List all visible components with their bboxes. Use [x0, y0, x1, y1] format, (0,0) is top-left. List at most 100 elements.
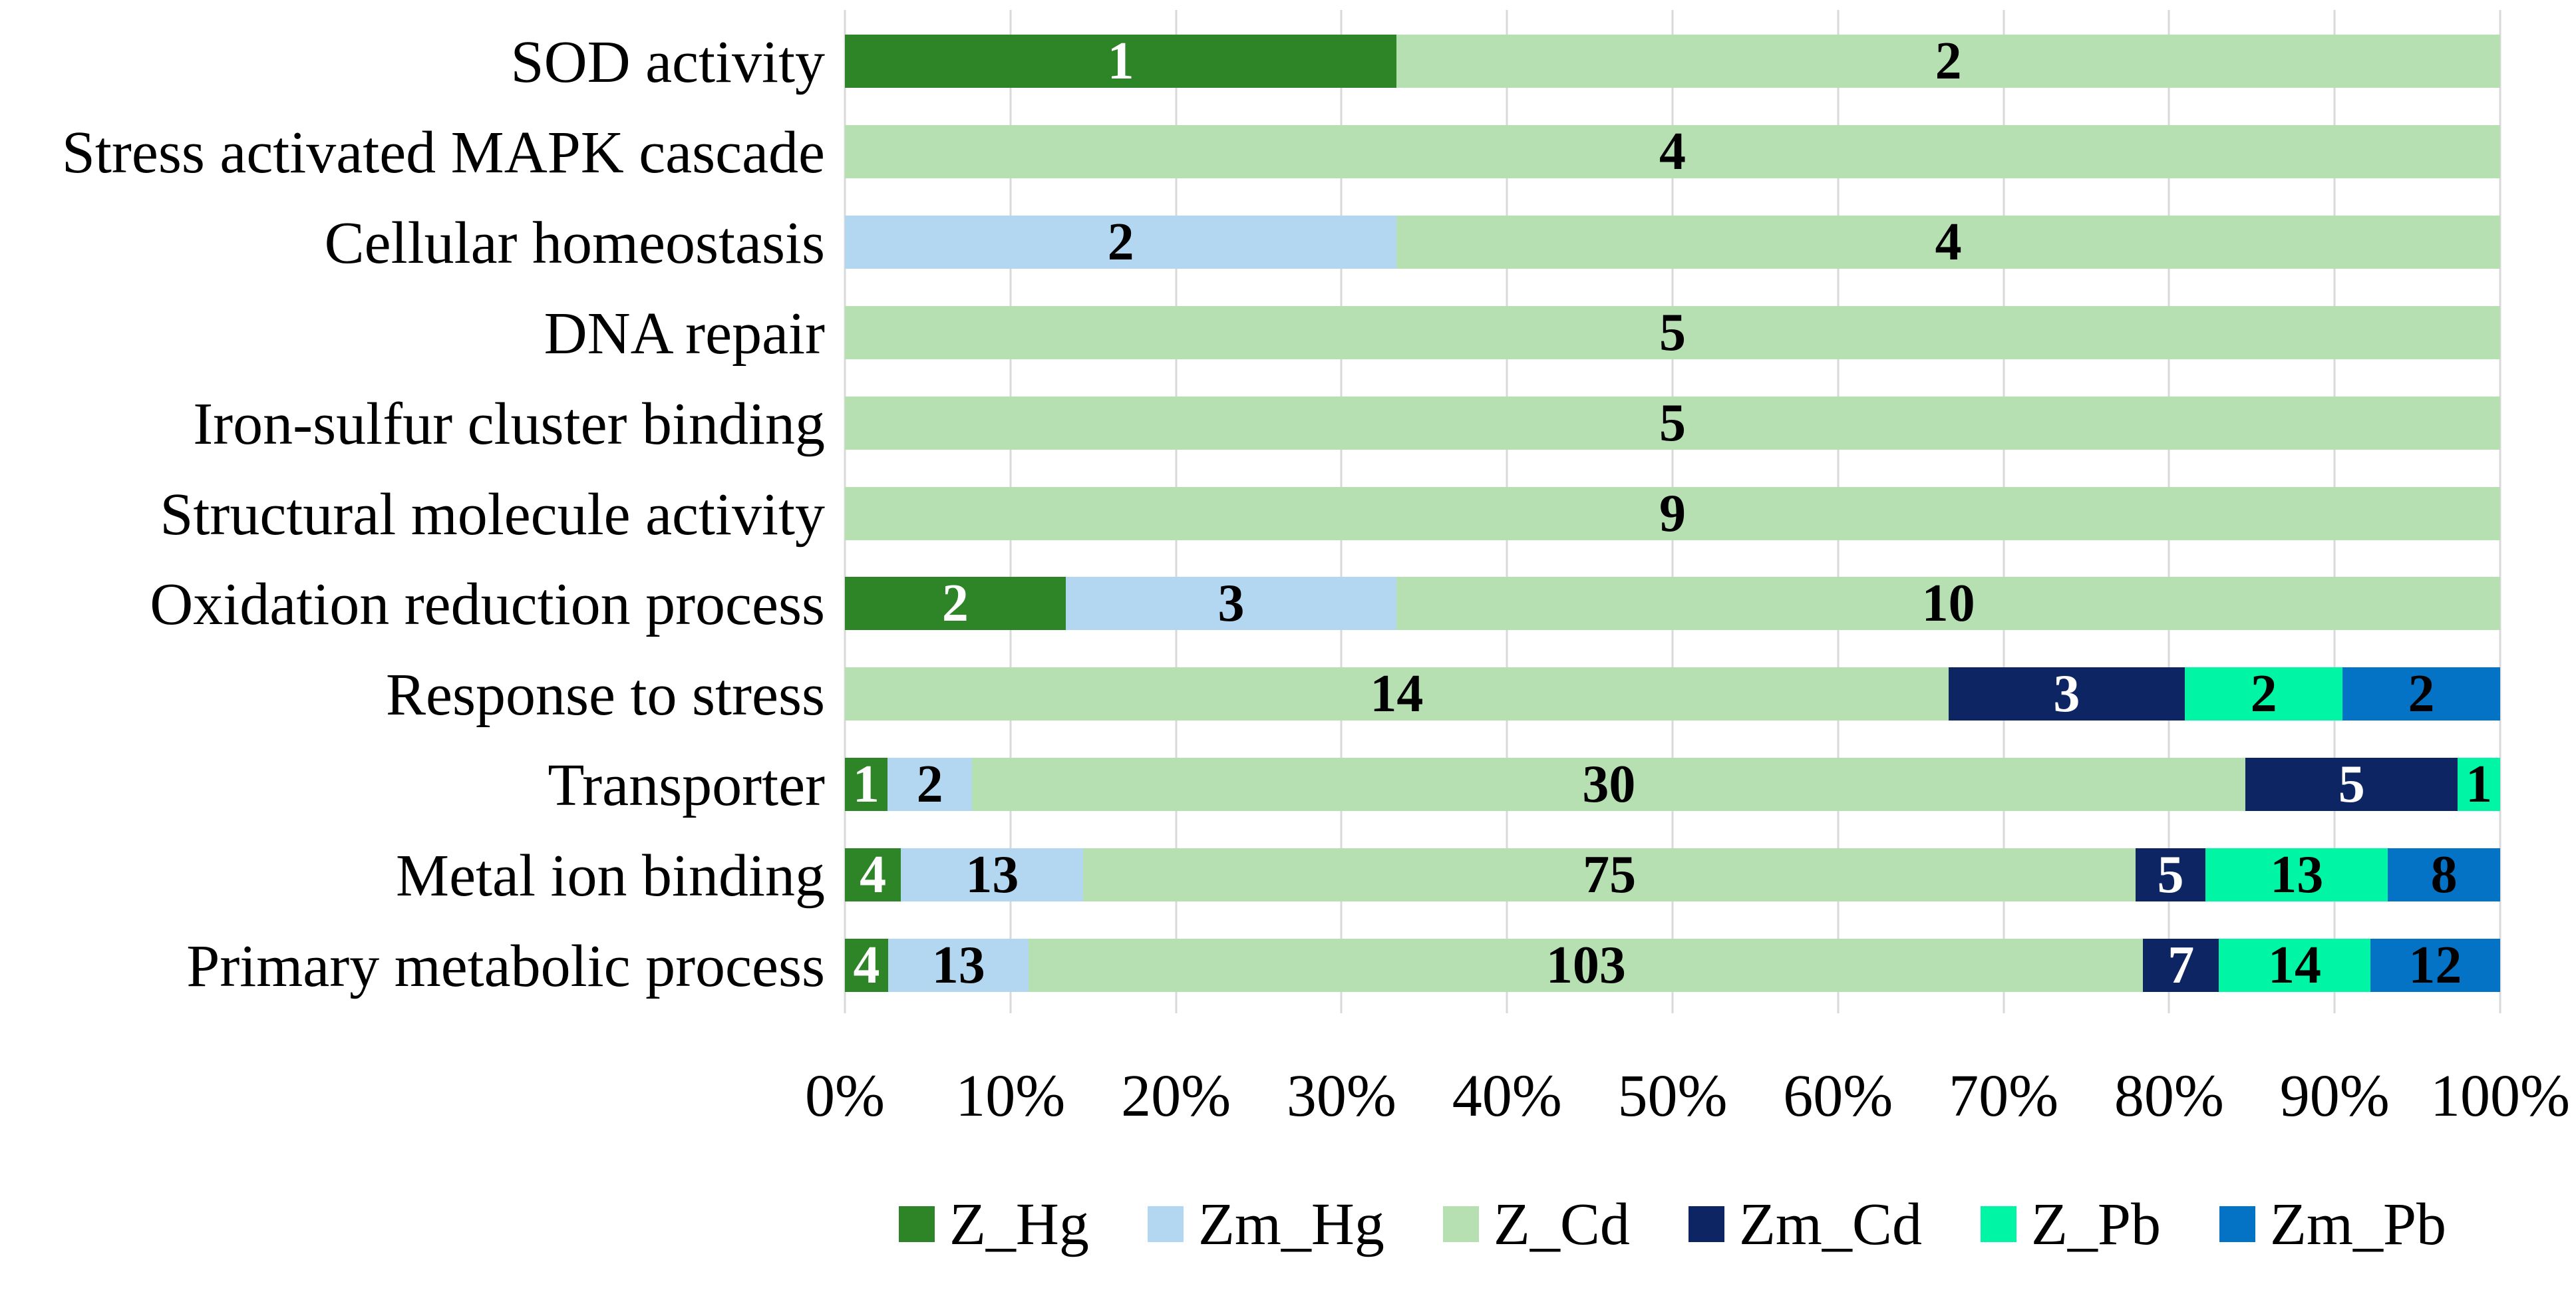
bar-segment-Z_Pb: 2 [2185, 665, 2343, 724]
category-label: Transporter [548, 752, 825, 819]
bar-segment-Z_Cd: 5 [845, 305, 2500, 359]
legend-item-Z_Hg: Z_Hg [898, 1190, 1089, 1259]
legend-item-Zm_Cd: Zm_Cd [1688, 1190, 1922, 1259]
segment-value-label: 2 [2250, 665, 2277, 724]
bar-segment-Zm_Cd: 3 [1948, 665, 2185, 724]
segment-value-label: 4 [1935, 212, 1962, 271]
bar-segment-Zm_Pb: 12 [2370, 939, 2500, 992]
x-axis-tick-label: 10% [955, 1063, 1066, 1129]
category-label: Metal ion binding [396, 843, 825, 909]
segment-value-label: 5 [2338, 755, 2365, 814]
bar-segment-Z_Pb: 1 [2458, 758, 2500, 812]
segment-value-label: 2 [916, 755, 943, 814]
legend-item-Zm_Pb: Zm_Pb [2219, 1190, 2446, 1259]
bar-row: 2 3 10 [845, 574, 2500, 633]
segment-value-label: 30 [1582, 755, 1636, 814]
legend-item-Z_Pb: Z_Pb [1980, 1190, 2161, 1259]
legend-label: Z_Pb [2030, 1191, 2161, 1257]
bar-row: 4 13 75 5 13 8 [845, 846, 2501, 905]
bar-row: 1 2 30 5 1 [845, 755, 2500, 814]
bar-segment-Zm_Hg: 2 [845, 212, 1397, 271]
segment-value-label: 13 [931, 936, 985, 995]
category-label: Oxidation reduction process [150, 571, 825, 638]
bar-segment-Z_Hg: 1 [845, 755, 887, 814]
bar-segment-Z_Cd: 10 [1396, 574, 2500, 633]
bar-segment-Zm_Hg: 3 [1065, 577, 1397, 631]
segment-value-label: 75 [1583, 846, 1637, 905]
bar-segment-Z_Pb: 13 [2205, 846, 2388, 905]
legend-swatch-Z_Cd [1442, 1206, 1479, 1242]
category-label: Stress activated MAPK cascade [61, 119, 825, 186]
segment-value-label: 1 [1107, 32, 1134, 90]
bar-row: 5 [845, 393, 2500, 452]
bar-segment-Zm_Hg: 2 [887, 755, 973, 814]
bar-segment-Z_Cd: 30 [972, 755, 2246, 814]
bar-segment-Zm_Cd: 7 [2143, 939, 2219, 992]
legend-label: Z_Hg [949, 1191, 1089, 1257]
bar-segment-Zm_Cd: 5 [2135, 846, 2206, 905]
category-label: Iron-sulfur cluster binding [193, 391, 825, 457]
segment-value-label: 2 [1935, 32, 1962, 90]
legend-swatch-Zm_Hg [1147, 1206, 1184, 1242]
segment-value-label: 3 [2053, 665, 2080, 724]
segment-value-label: 9 [1659, 484, 1686, 543]
bar-segment-Zm_Pb: 8 [2388, 848, 2501, 902]
segment-value-label: 4 [853, 936, 880, 995]
bar-row: 5 [845, 305, 2500, 359]
x-axis: 0% 10% 20% 30% 40% 50% 60% 70% 80% 90% 100% [805, 1058, 2570, 1134]
segment-value-label: 2 [1107, 212, 1134, 271]
bar-segment-Z_Cd: 75 [1083, 846, 2136, 905]
x-axis-tick-label: 100% [2430, 1063, 2570, 1129]
segment-value-label: 13 [2270, 846, 2324, 905]
segment-value-label: 2 [2408, 665, 2435, 724]
x-axis-tick-label: 50% [1617, 1063, 1728, 1129]
segment-value-label: 13 [965, 846, 1019, 905]
segment-value-label: 5 [2157, 846, 2184, 905]
x-axis-tick-label: 80% [2114, 1063, 2224, 1129]
legend-label: Zm_Cd [1738, 1191, 1922, 1257]
bar-segment-Zm_Pb: 2 [2342, 667, 2500, 721]
bar-row: 9 [845, 484, 2500, 543]
bar-segment-Z_Hg: 4 [845, 848, 901, 902]
bar-row: 4 [845, 122, 2500, 181]
category-label: Response to stress [386, 662, 825, 728]
segment-value-label: 14 [2268, 936, 2322, 995]
segment-value-label: 14 [1370, 665, 1424, 724]
bar-segment-Zm_Hg: 13 [901, 846, 1084, 905]
gridline [2499, 10, 2501, 1013]
category-axis-labels: SOD activity Stress activated MAPK cascad… [0, 10, 825, 1013]
segment-value-label: 1 [852, 755, 880, 814]
plot-area: 1 2 4 2 4 5 5 9 2 3 10 14 3 2 2 1 2 30 5 1 4 13 75 5 13 8 4 13 103 7 1… [844, 10, 2501, 1013]
bar-segment-Z_Cd: 103 [1029, 936, 2144, 995]
bar-segment-Zm_Cd: 5 [2245, 755, 2458, 814]
legend-swatch-Z_Pb [1980, 1206, 2016, 1242]
segment-value-label: 4 [1659, 122, 1686, 181]
legend-item-Z_Cd: Z_Cd [1442, 1190, 1630, 1259]
segment-value-label: 103 [1545, 936, 1626, 995]
legend-swatch-Zm_Cd [1688, 1206, 1724, 1242]
bar-segment-Z_Pb: 14 [2219, 939, 2370, 992]
bar-segment-Z_Cd: 4 [1396, 212, 2500, 271]
bar-segment-Z_Cd: 4 [845, 122, 2500, 181]
bar-segment-Z_Cd: 2 [1396, 35, 2500, 88]
category-label: Structural molecule activity [160, 481, 825, 548]
bar-segment-Zm_Hg: 13 [888, 939, 1029, 992]
x-axis-tick-label: 20% [1121, 1063, 1231, 1129]
category-label: Primary metabolic process [186, 933, 825, 999]
bar-segment-Z_Cd: 9 [845, 484, 2500, 543]
x-axis-tick-label: 70% [1949, 1063, 2059, 1129]
segment-value-label: 5 [1659, 393, 1686, 452]
legend-label: Z_Cd [1493, 1191, 1630, 1257]
segment-value-label: 10 [1921, 574, 1975, 633]
legend: Z_Hg Zm_Hg Z_Cd Zm_Cd Z_Pb Zm_Pb [845, 1184, 2500, 1264]
legend-label: Zm_Hg [1198, 1191, 1384, 1257]
x-axis-tick-label: 0% [805, 1063, 885, 1129]
bar-segment-Z_Cd: 5 [845, 393, 2500, 452]
bar-segment-Z_Hg: 1 [845, 32, 1397, 90]
bar-row: 4 13 103 7 14 12 [845, 939, 2500, 992]
segment-value-label: 7 [2168, 936, 2195, 995]
category-label: Cellular homeostasis [324, 210, 825, 276]
